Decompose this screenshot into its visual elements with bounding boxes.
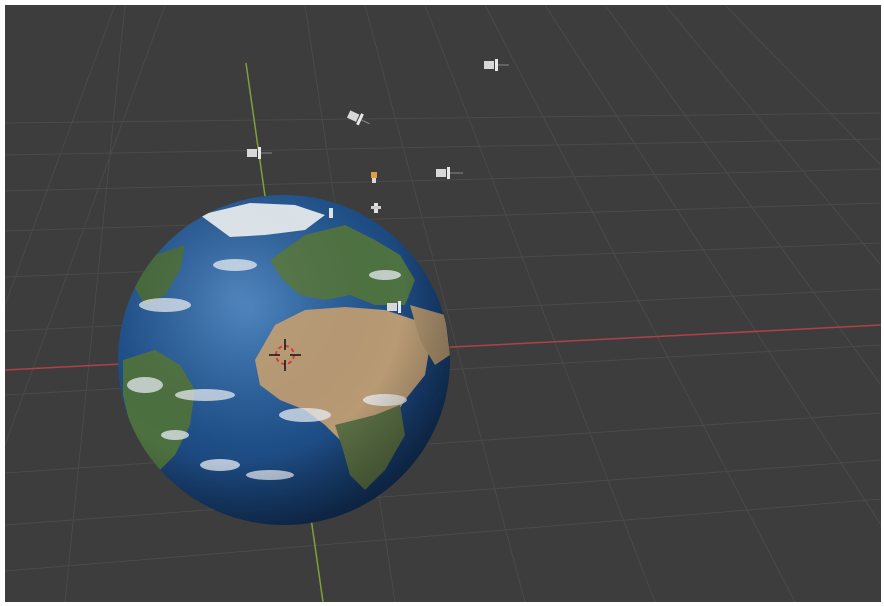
satellite-1-icon[interactable] <box>484 59 509 71</box>
3d-cursor-icon[interactable] <box>269 339 301 371</box>
satellite-8-icon[interactable] <box>387 301 401 313</box>
satellite-3-icon[interactable] <box>247 147 272 159</box>
earth-globe[interactable] <box>118 195 450 525</box>
satellite-2-icon[interactable] <box>346 109 372 130</box>
satellite-4-icon[interactable] <box>371 172 377 183</box>
satellite-5-icon[interactable] <box>436 167 463 179</box>
viewport-canvas[interactable] <box>5 5 881 602</box>
satellite-7-icon[interactable] <box>329 208 333 218</box>
satellite-6-icon[interactable] <box>371 203 381 213</box>
3d-viewport[interactable] <box>5 5 881 602</box>
